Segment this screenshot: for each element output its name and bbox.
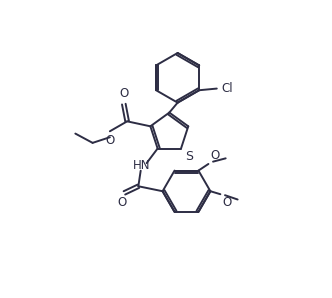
Text: O: O: [117, 195, 126, 209]
Text: Cl: Cl: [221, 82, 233, 95]
Text: O: O: [210, 149, 220, 162]
Text: HN: HN: [133, 159, 150, 172]
Text: O: O: [222, 195, 232, 209]
Text: O: O: [105, 134, 114, 147]
Text: O: O: [119, 87, 128, 100]
Text: S: S: [185, 150, 193, 163]
